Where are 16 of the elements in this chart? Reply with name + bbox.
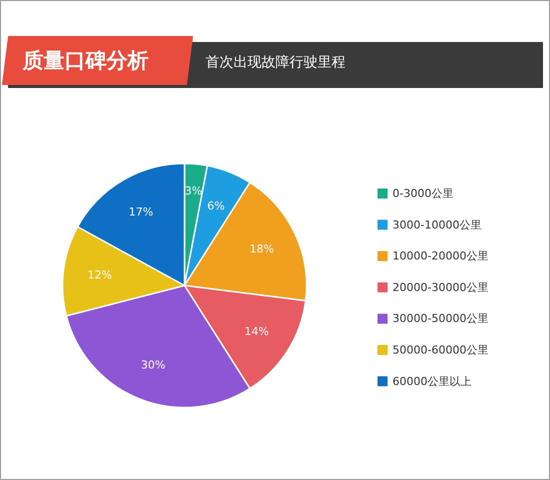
chart-subtitle: 首次出现故障行驶里程 bbox=[206, 54, 346, 70]
data-label: 14% bbox=[244, 324, 269, 338]
legend-label: 3000-10000公里 bbox=[392, 218, 482, 232]
data-label: 3% bbox=[184, 184, 202, 198]
data-label: 6% bbox=[207, 200, 225, 213]
data-label: 12% bbox=[88, 268, 112, 282]
legend-label: 20000-30000公里 bbox=[392, 280, 488, 294]
legend-label: 30000-50000公里 bbox=[392, 312, 488, 326]
legend-label: 60000公里以上 bbox=[392, 374, 472, 388]
chart-title: 质量口碑分析 bbox=[22, 48, 148, 72]
data-label: 30% bbox=[140, 358, 166, 372]
legend-label: 0-3000公里 bbox=[392, 187, 454, 200]
data-label: 17% bbox=[128, 205, 154, 218]
data-label: 18% bbox=[250, 242, 274, 256]
legend-label: 50000-60000公里 bbox=[392, 344, 488, 356]
legend-label: 10000-20000公里 bbox=[392, 250, 488, 263]
